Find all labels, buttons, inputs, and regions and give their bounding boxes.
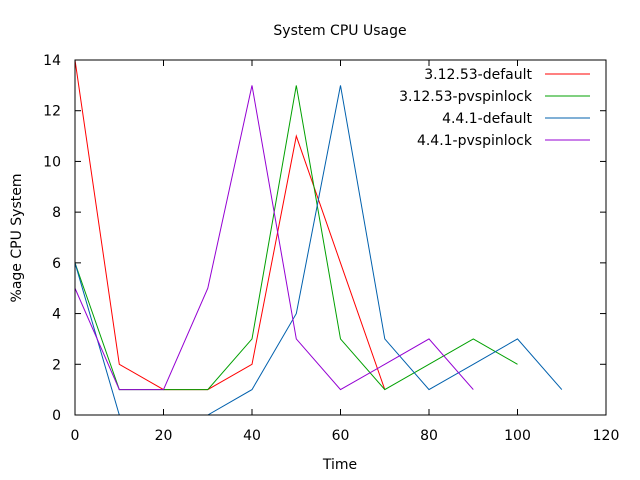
y-tick-label: 2 <box>52 357 61 373</box>
plot-border <box>74 59 607 416</box>
y-tick-label: 4 <box>52 307 61 323</box>
x-tick-label: 80 <box>420 428 438 444</box>
y-axis-label: %age CPU System <box>9 174 25 303</box>
x-tick-label: 40 <box>243 428 261 444</box>
series-line-3.12.53-pvspinlock <box>75 85 518 391</box>
y-tick-label: 0 <box>52 408 61 424</box>
x-tick-label: 120 <box>593 428 620 444</box>
legend-label: 4.4.1-pvspinlock <box>417 133 533 149</box>
series-line-4.4.1-pvspinlock <box>75 85 474 391</box>
series-lines <box>75 60 563 415</box>
series-line-3.12.53-default <box>75 60 386 391</box>
x-tick-label: 20 <box>155 428 173 444</box>
y-tick-label: 14 <box>43 53 61 69</box>
legend-label: 3.12.53-pvspinlock <box>399 89 533 105</box>
legend: 3.12.53-default 3.12.53-pvspinlock 4.4.1-d… <box>399 67 590 149</box>
legend-label: 3.12.53-default <box>424 67 532 83</box>
x-tick-label: 0 <box>71 428 80 444</box>
y-tick-label: 10 <box>43 154 61 170</box>
tick-labels: 0 20 40 60 80 100 120 0 2 4 6 8 10 12 14 <box>43 53 619 444</box>
plot-area <box>74 59 607 416</box>
chart-title: System CPU Usage <box>273 23 406 39</box>
series-line-4.4.1-default <box>75 85 563 415</box>
y-tick-label: 12 <box>43 104 61 120</box>
y-tick-label: 8 <box>52 205 61 221</box>
legend-label: 4.4.1-default <box>442 111 532 127</box>
x-axis-label: Time <box>322 457 357 473</box>
x-tick-label: 60 <box>332 428 350 444</box>
y-tick-label: 6 <box>52 256 61 272</box>
x-tick-label: 100 <box>504 428 531 444</box>
